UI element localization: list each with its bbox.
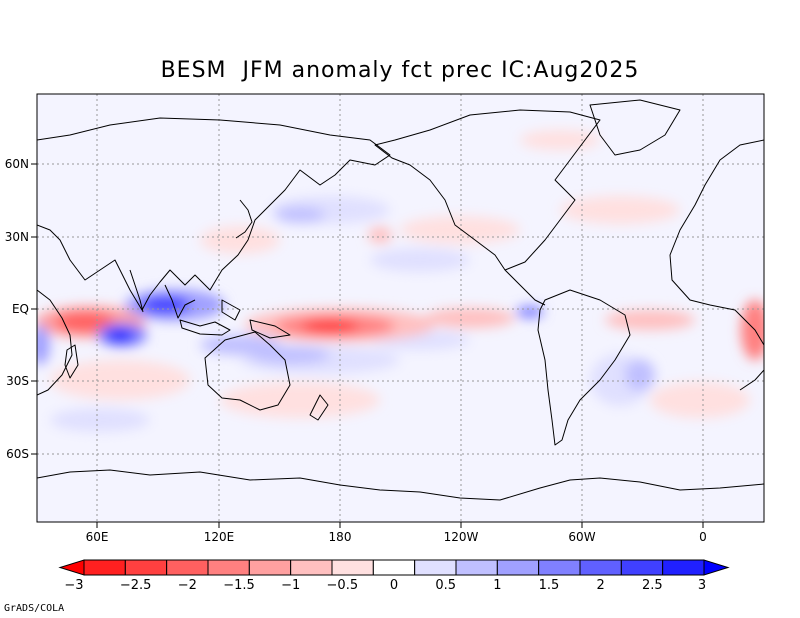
graticule bbox=[37, 94, 764, 522]
colorbar-box bbox=[538, 559, 581, 576]
coastlines bbox=[37, 99, 764, 501]
colorbar-box bbox=[207, 559, 250, 576]
lat-ticks bbox=[31, 163, 37, 455]
colorbar-tick-label: 1.5 bbox=[539, 578, 560, 593]
colorbar-labels: −3 −2.5 −2 −1.5 −1 −0.5 0 0.5 1 1.5 2 2.5 3 bbox=[64, 578, 706, 593]
colorbar bbox=[58, 559, 730, 576]
colorbar-tick-label: 3 bbox=[698, 578, 706, 593]
colorbar-tick-label: −0.5 bbox=[327, 578, 359, 593]
lon-label-60w: 60W bbox=[568, 530, 595, 544]
colorbar-tick-label: 0 bbox=[390, 578, 398, 593]
lon-label-0: 0 bbox=[699, 530, 707, 544]
colorbar-box bbox=[248, 559, 292, 576]
colorbar-tick-label: 1 bbox=[493, 578, 501, 593]
lon-label-60e: 60E bbox=[86, 530, 109, 544]
colorbar-tick-label: 0.5 bbox=[435, 578, 456, 593]
colorbar-box bbox=[290, 559, 333, 576]
colorbar-tick-label: −1 bbox=[281, 578, 300, 593]
colorbar-box bbox=[414, 559, 457, 576]
colorbar-left-arrow bbox=[58, 559, 85, 576]
colorbar-right-arrow bbox=[703, 559, 730, 576]
lat-label-30s: 30S bbox=[6, 374, 29, 388]
anomaly-field bbox=[37, 130, 764, 432]
lat-label-60n: 60N bbox=[5, 157, 29, 171]
map-title: BESM JFM anomaly fct prec IC:Aug2025 bbox=[160, 58, 640, 83]
colorbar-box bbox=[124, 559, 168, 576]
colorbar-box bbox=[579, 559, 622, 576]
colorbar-tick-label: 2.5 bbox=[642, 578, 663, 593]
colorbar-box bbox=[331, 559, 374, 576]
colorbar-box bbox=[83, 559, 126, 576]
colorbar-tick-label: −1.5 bbox=[223, 578, 255, 593]
colorbar-box bbox=[496, 559, 540, 576]
colorbar-box bbox=[662, 559, 705, 576]
lat-label-30n: 30N bbox=[5, 230, 29, 244]
colorbar-box bbox=[620, 559, 664, 576]
lat-label-60s: 60S bbox=[6, 447, 29, 461]
credit-text: GrADS/COLA bbox=[4, 603, 65, 614]
lon-label-120w: 120W bbox=[444, 530, 479, 544]
lon-label-120e: 120E bbox=[204, 530, 235, 544]
colorbar-box bbox=[372, 559, 416, 576]
lon-label-180: 180 bbox=[329, 530, 352, 544]
colorbar-box bbox=[455, 559, 498, 576]
colorbar-tick-label: 2 bbox=[597, 578, 605, 593]
lat-label-eq: EQ bbox=[12, 302, 29, 316]
map-frame bbox=[36, 93, 765, 523]
colorbar-tick-label: −2.5 bbox=[120, 578, 152, 593]
colorbar-box bbox=[166, 559, 209, 576]
lon-ticks bbox=[96, 522, 704, 528]
colorbar-tick-label: −2 bbox=[178, 578, 197, 593]
colorbar-tick-label: −3 bbox=[64, 578, 83, 593]
